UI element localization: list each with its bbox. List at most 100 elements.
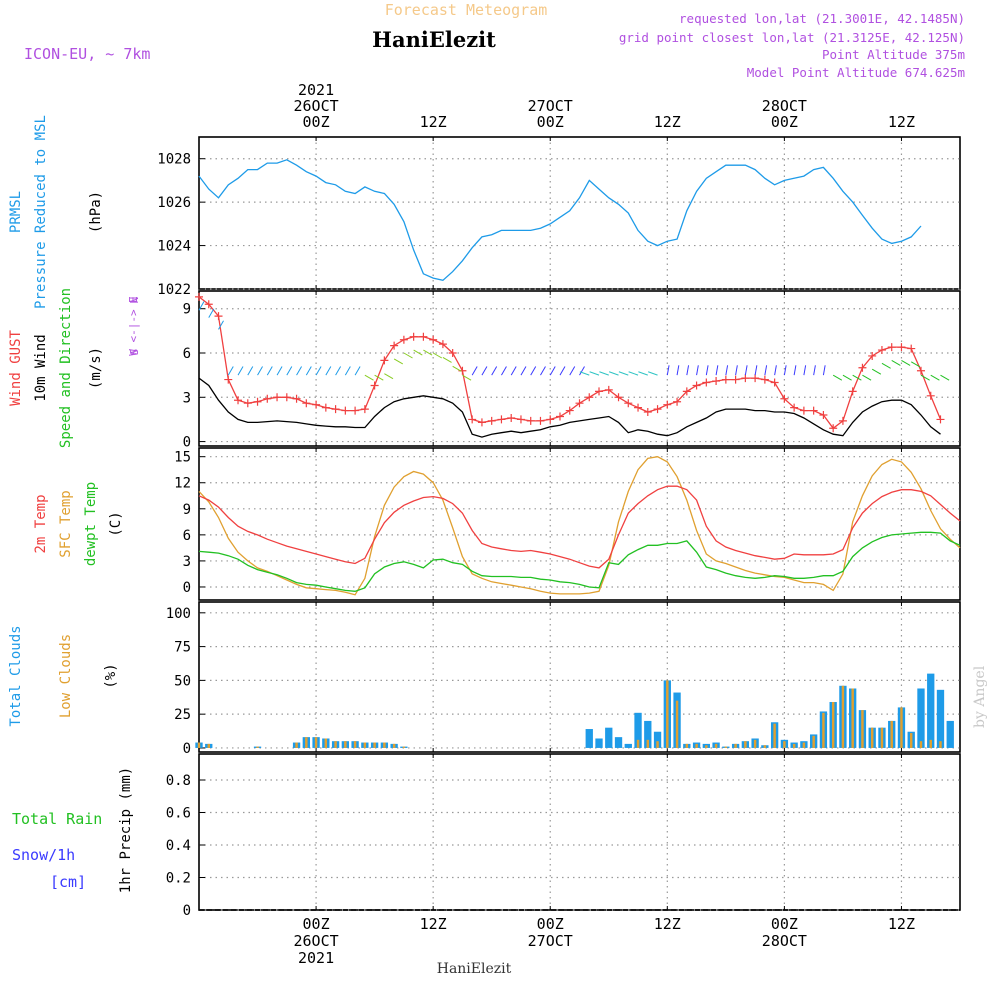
wind-direction-arrow xyxy=(452,365,462,372)
gust-marker xyxy=(468,415,477,424)
gust-marker xyxy=(780,394,789,403)
sfc-temp-line xyxy=(198,456,961,596)
gust-marker xyxy=(380,356,389,365)
top-time-label: 00Z xyxy=(537,113,564,131)
low-cloud-bar xyxy=(666,680,669,748)
wind10m-line xyxy=(198,377,941,438)
low-cloud-bar xyxy=(636,739,640,748)
low-cloud-bar xyxy=(802,742,806,748)
wind-direction-arrow xyxy=(520,366,527,376)
panels-layer: 1022 1024 1026 1028 PRMSL Pressure Reduced to… xyxy=(8,115,961,919)
temp-2m-label: 2m Temp xyxy=(33,494,49,553)
gust-marker xyxy=(692,381,701,390)
wind-direction-arrow xyxy=(930,374,940,381)
gust-marker xyxy=(936,415,945,424)
gust-marker xyxy=(516,415,525,424)
low-cloud-bar xyxy=(305,737,308,748)
wind-direction-arrow xyxy=(393,358,404,365)
panel-frame xyxy=(198,290,961,447)
snow-label: Snow/1h xyxy=(12,846,75,864)
low-cloud-bar xyxy=(870,727,874,748)
y-tick-label: 0 xyxy=(183,741,191,757)
wind-direction-arrow xyxy=(276,366,283,376)
wind-direction-arrow xyxy=(344,366,351,376)
gust-marker xyxy=(214,312,223,321)
y-tick-label: 6 xyxy=(183,528,191,544)
gust-marker xyxy=(634,403,643,412)
gust-marker xyxy=(614,393,623,402)
top-time-label: 2021 xyxy=(298,81,334,99)
gust-marker xyxy=(575,399,584,408)
gust-marker xyxy=(399,335,408,344)
wind-direction-arrow xyxy=(227,366,234,376)
low-cloud-bar xyxy=(344,741,347,748)
wind-direction-arrow xyxy=(638,371,648,376)
wind-direction-arrow xyxy=(793,365,797,376)
gust-marker xyxy=(877,346,886,355)
gust-marker xyxy=(429,335,438,344)
low-cloud-bar xyxy=(841,685,845,748)
low-cloud-bar xyxy=(256,746,259,748)
wind-direction-arrow xyxy=(725,365,729,376)
wind-direction-arrow xyxy=(432,352,443,359)
wind-direction-arrow xyxy=(676,365,680,376)
low-cloud-bar xyxy=(763,745,767,748)
wind-direction-arrow xyxy=(628,371,639,376)
pressure-label-1: PRMSL xyxy=(8,191,24,233)
total-cloud-bar xyxy=(585,729,593,748)
wind-direction-arrow xyxy=(754,365,758,376)
wind-direction-arrow xyxy=(822,365,826,376)
y-tick-label: 75 xyxy=(174,640,191,656)
total-cloud-bar xyxy=(917,688,925,748)
total-cloud-bar xyxy=(644,720,652,748)
gust-marker xyxy=(760,375,769,384)
gust-marker xyxy=(390,341,399,350)
wind-direction-arrow xyxy=(237,366,244,376)
wind-direction-arrow xyxy=(852,374,862,381)
gust-marker xyxy=(819,411,828,419)
gust-marker xyxy=(273,393,282,402)
low-cloud-bar xyxy=(812,735,815,748)
gust-marker xyxy=(448,349,457,357)
wind-direction-arrow xyxy=(247,366,254,376)
wind-direction-arrow xyxy=(549,366,556,376)
wind-direction-arrow xyxy=(696,365,699,376)
low-cloud-bar xyxy=(402,746,406,748)
low-cloud-bar xyxy=(734,743,737,748)
y-tick-label: 1024 xyxy=(157,239,191,255)
gust-marker xyxy=(663,400,672,409)
total-cloud-bar xyxy=(653,731,662,748)
wind-direction-arrow xyxy=(462,374,472,381)
wind-direction-arrow xyxy=(423,349,433,356)
y-tick-label: 0.4 xyxy=(166,838,191,854)
wind-direction-arrow xyxy=(471,366,478,376)
bottom-time-label: 00Z xyxy=(537,915,564,933)
gust-marker xyxy=(848,387,857,396)
wind-direction-arrow xyxy=(783,365,787,376)
wind-direction-arrow xyxy=(296,366,302,376)
gust-marker xyxy=(487,416,496,425)
wind-direction-arrow xyxy=(540,366,546,376)
gust-marker xyxy=(751,374,760,383)
low-cloud-bar xyxy=(314,737,318,748)
wind-direction-arrow xyxy=(764,365,768,376)
temp-2m-line xyxy=(198,485,961,569)
gust-marker xyxy=(790,403,799,412)
low-cloud-bar xyxy=(295,742,298,748)
wind-direction-arrow xyxy=(403,352,413,359)
panel-precip: 0 0.2 0.4 0.6 0.8 Total Rain Snow/1h [cm] 1hr Pr… xyxy=(12,753,961,919)
low-cloud-bar xyxy=(861,710,864,748)
y-tick-label: 0 xyxy=(183,903,191,919)
gust-marker xyxy=(838,416,847,425)
wind-direction-arrow xyxy=(735,365,738,376)
gust-marker xyxy=(712,377,721,386)
panel-clouds: 0 25 50 75 100 Total Clouds Low Clouds (%) xyxy=(8,601,961,757)
wind-direction-arrow xyxy=(354,366,361,376)
y-tick-label: 1022 xyxy=(157,282,191,298)
wind-direction-arrow xyxy=(442,356,452,363)
wind-direction-arrow xyxy=(559,366,566,376)
wind-direction-arrow xyxy=(579,366,585,376)
y-tick-label: 25 xyxy=(174,707,191,723)
wind-direction-arrow xyxy=(705,365,709,376)
gust-marker xyxy=(419,332,428,341)
